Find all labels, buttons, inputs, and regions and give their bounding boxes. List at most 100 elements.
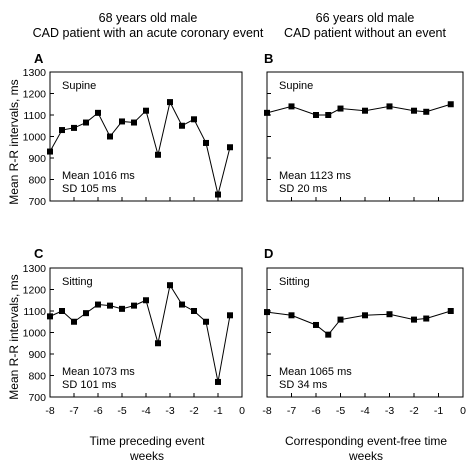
data-point: [447, 308, 454, 314]
panel-letter-b: B: [264, 51, 273, 66]
x-tick-label: -4: [141, 405, 150, 417]
y-tick-label: 1300: [23, 263, 47, 275]
mean-label: Mean 1016 ms: [62, 170, 135, 182]
condition-label: Sitting: [62, 276, 93, 288]
data-point: [203, 318, 209, 325]
data-point: [59, 127, 65, 134]
x-tick-label: 0: [460, 405, 466, 417]
x-tick-label: -5: [117, 405, 126, 417]
y-axis-label-top: Mean R-R intervals, ms: [7, 79, 21, 204]
series-line: [49, 283, 231, 383]
data-point: [215, 378, 221, 385]
sd-label: SD 105 ms: [62, 183, 117, 195]
x-tick-label: -2: [189, 405, 198, 417]
data-point: [71, 124, 77, 131]
panel-a: 1300 1200 1100 1000 900 800 700 Supine Mean 1016…: [23, 67, 243, 208]
y-tick-label: 1100: [23, 110, 46, 122]
data-point: [59, 308, 65, 314]
y-tick-label: 1200: [23, 285, 47, 297]
x-tick-label: -1: [434, 405, 443, 417]
series-line: [266, 310, 451, 336]
panel-letter-c: C: [34, 246, 44, 261]
data-point: [227, 144, 233, 151]
data-point: [155, 340, 161, 347]
data-point: [131, 119, 137, 126]
data-point: [325, 331, 332, 338]
data-point: [167, 99, 173, 106]
y-tick-label: 1100: [23, 306, 46, 318]
data-point: [203, 139, 209, 146]
data-point: [288, 103, 295, 110]
sd-label: SD 34 ms: [279, 379, 328, 391]
x-tick-label: -5: [336, 405, 345, 417]
data-point: [119, 305, 125, 312]
data-point: [191, 116, 197, 123]
y-tick-label: 1000: [23, 132, 47, 144]
x-axis-label-right-line2: weeks: [348, 449, 383, 463]
x-tick-label: -8: [262, 405, 271, 417]
data-point: [107, 133, 113, 140]
data-point: [191, 308, 197, 314]
data-point: [95, 301, 101, 308]
data-point: [288, 312, 295, 319]
condition-label: Supine: [279, 80, 313, 92]
data-point: [83, 119, 89, 126]
mean-label: Mean 1073 ms: [62, 366, 135, 378]
y-tick-label: 800: [28, 175, 46, 187]
data-point: [95, 109, 101, 116]
data-point: [47, 313, 53, 320]
x-axis-label-right-line1: Corresponding event-free time: [285, 434, 447, 448]
series-line: [49, 100, 231, 195]
x-tick-label: -1: [213, 405, 222, 417]
data-point: [155, 151, 161, 158]
data-point: [386, 311, 393, 318]
condition-label: Sitting: [279, 276, 310, 288]
y-tick-label: 1300: [23, 67, 47, 79]
x-tick-label: -2: [409, 405, 418, 417]
data-point: [337, 316, 344, 323]
data-point: [423, 108, 430, 115]
sd-label: SD 20 ms: [279, 183, 328, 195]
data-point: [167, 282, 173, 289]
y-tick-label: 700: [28, 392, 46, 404]
x-tick-label: -7: [69, 405, 78, 417]
column-title-left-line1: 68 years old male: [99, 11, 198, 25]
x-tick-label: -7: [287, 405, 296, 417]
y-tick-label: 900: [28, 349, 46, 361]
data-point: [227, 312, 233, 319]
x-tick-label: -8: [45, 405, 54, 417]
data-point: [447, 101, 454, 108]
column-title-right-line2: CAD patient without an event: [284, 26, 446, 40]
data-point: [423, 315, 430, 322]
data-point: [119, 118, 125, 125]
data-point: [47, 148, 53, 155]
panel-c: 1300 1200 1100 1000 900 800 700-8 -7 -6 -5 -4 -3 -2 -…: [23, 263, 245, 417]
data-point: [362, 312, 368, 319]
series-line: [266, 103, 451, 116]
data-point: [411, 107, 417, 114]
data-point: [143, 107, 149, 114]
mean-label: Mean 1123 ms: [279, 170, 351, 182]
column-title-left-line2: CAD patient with an acute coronary event: [33, 26, 264, 40]
data-point: [179, 122, 185, 129]
sd-label: SD 101 ms: [62, 379, 117, 391]
data-point: [325, 112, 332, 118]
y-axis-label-bottom: Mean R-R intervals, ms: [7, 274, 21, 399]
x-axis-label-left-line2: weeks: [129, 449, 164, 463]
data-point: [264, 109, 270, 116]
data-point: [337, 105, 344, 112]
mean-label: Mean 1065 ms: [279, 366, 352, 378]
x-tick-label: -3: [165, 405, 174, 417]
data-point: [107, 302, 113, 309]
x-tick-label: 0: [239, 405, 245, 417]
data-point: [264, 309, 270, 316]
data-point: [386, 103, 393, 110]
data-point: [131, 302, 137, 309]
data-point: [362, 107, 368, 114]
x-tick-label: -6: [311, 405, 320, 417]
data-point: [143, 297, 149, 304]
column-title-right-line1: 66 years old male: [316, 11, 415, 25]
x-tick-label: -3: [385, 405, 394, 417]
